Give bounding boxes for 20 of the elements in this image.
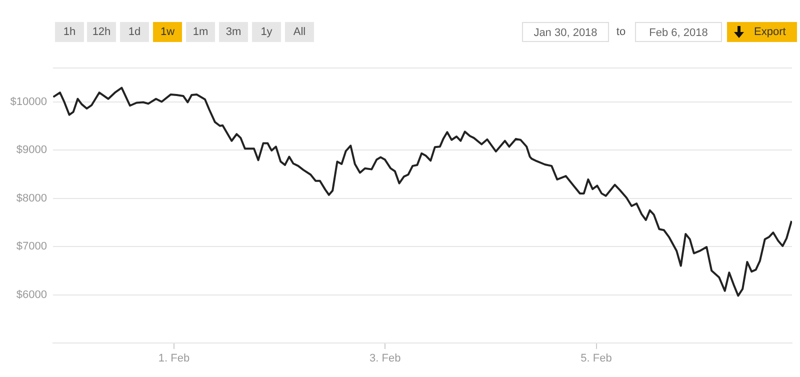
- text: 12h: [87, 22, 116, 42]
- text: Feb 6, 2018: [635, 22, 722, 42]
- text: 1m: [186, 22, 215, 42]
- text: Export: [754, 25, 786, 40]
- text: 1y: [252, 22, 281, 42]
- text: 1d: [120, 22, 149, 42]
- y-tick-label: $7000: [16, 240, 47, 253]
- text: 1h: [55, 22, 84, 42]
- y-tick-label: $6000: [16, 288, 47, 301]
- y-tick-label: $10000: [10, 96, 47, 108]
- x-tick-label: 3. Feb: [370, 352, 401, 365]
- text: to: [615, 25, 627, 40]
- y-tick-label: $8000: [16, 192, 47, 204]
- x-tick-label: 5. Feb: [580, 352, 612, 365]
- text: Jan 30, 2018: [522, 22, 609, 42]
- y-tick-label: $9000: [16, 144, 47, 156]
- text: All: [285, 22, 314, 42]
- x-tick-label: 1. Feb: [158, 352, 190, 365]
- text: 3m: [219, 22, 248, 42]
- text: 1w: [153, 22, 182, 42]
